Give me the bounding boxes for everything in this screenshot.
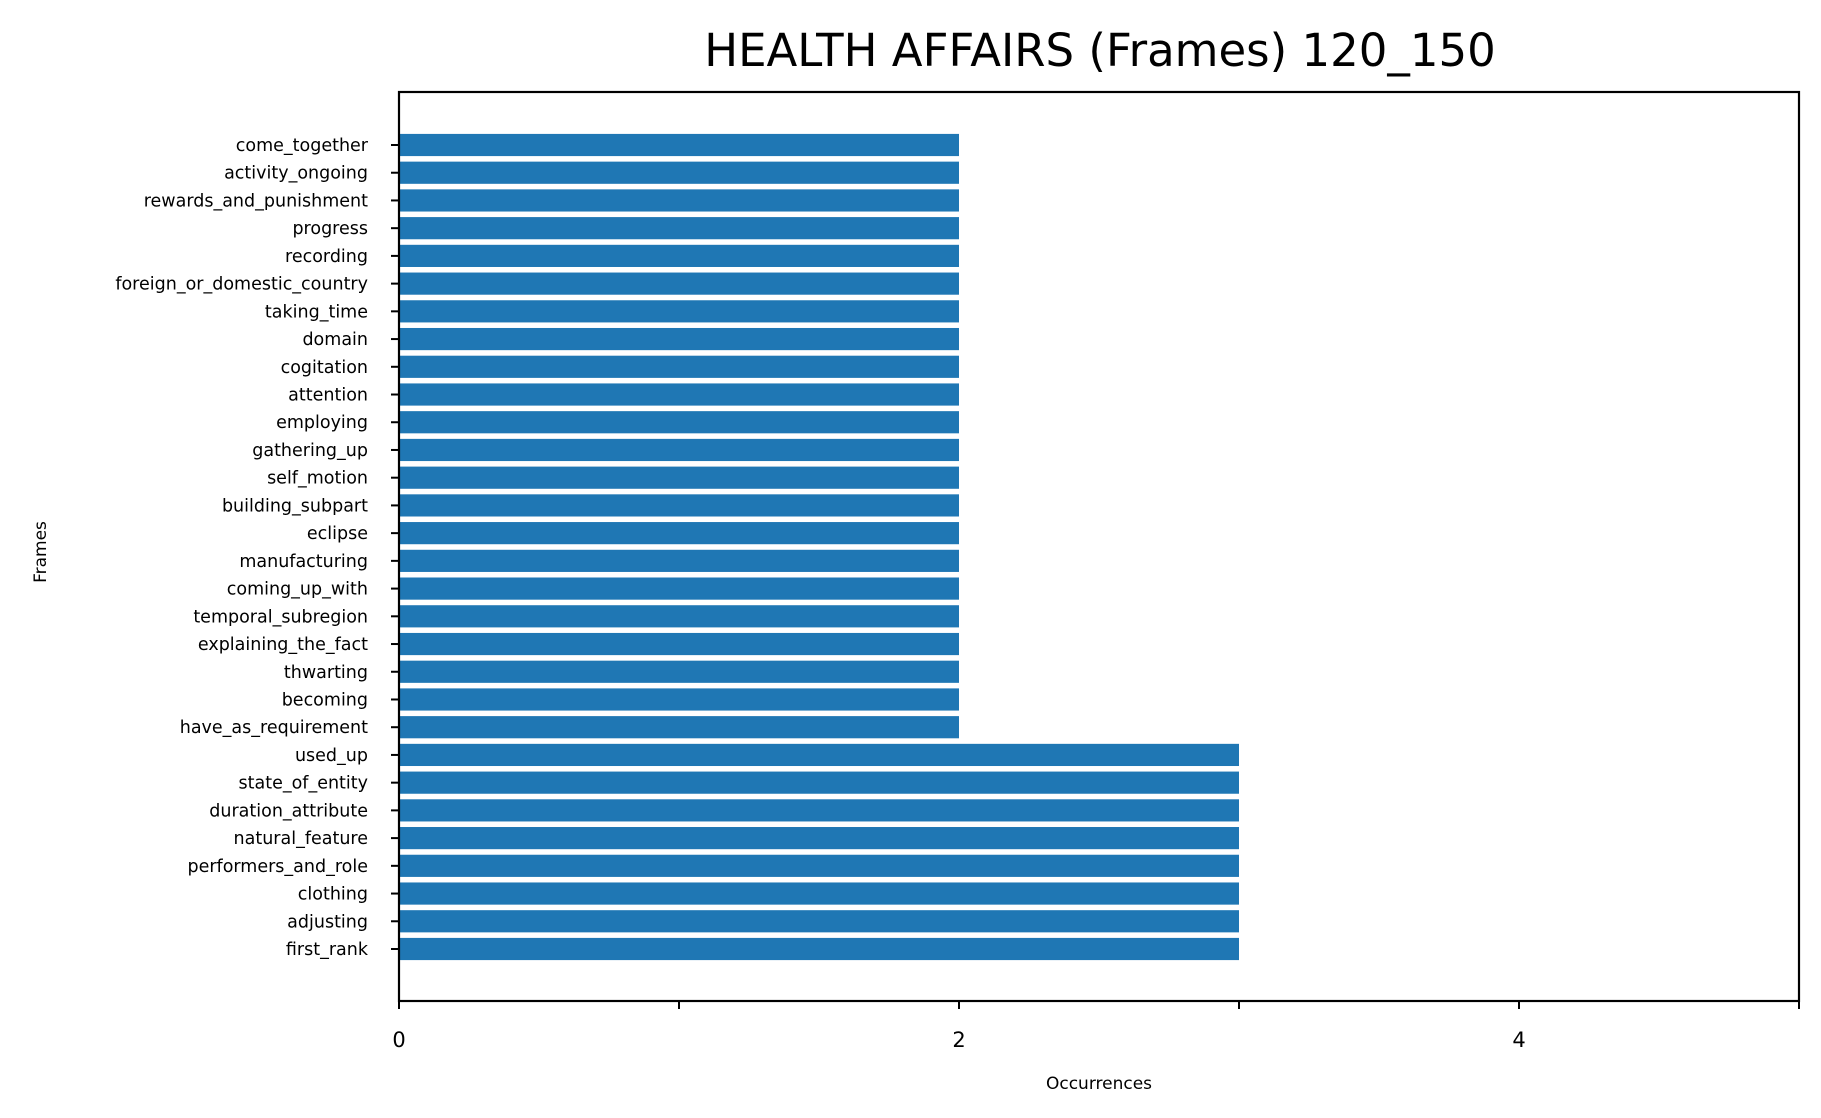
bar-coming_up_with [399, 577, 959, 600]
bar-recording [399, 244, 959, 267]
y-tick-label: manufacturing [239, 552, 368, 572]
x-axis-label: Occurrences [1046, 1074, 1152, 1094]
x-tick-label: 4 [1512, 1028, 1525, 1052]
y-tick-label: have_as_requirement [180, 718, 368, 738]
bar-activity_ongoing [399, 161, 959, 184]
y-tick-label: natural_feature [234, 829, 368, 849]
bar-self_motion [399, 466, 959, 489]
bar-natural_feature [399, 827, 1239, 850]
bar-thwarting [399, 660, 959, 683]
x-ticks-group: 0 2 4 [392, 1001, 1800, 1052]
bar-domain [399, 327, 959, 351]
y-tick-label: domain [302, 330, 368, 350]
y-tick-label: performers_and_role [187, 857, 368, 877]
y-tick-label: used_up [295, 746, 368, 766]
bar-gathering_up [399, 438, 959, 462]
y-tick-label: employing [276, 413, 368, 433]
bar-eclipse [399, 522, 959, 545]
bar-state_of_entity [399, 771, 1239, 794]
y-tick-label: self_motion [267, 469, 368, 489]
y-tick-label: coming_up_with [227, 580, 368, 600]
y-tick-label: come_together [236, 136, 369, 156]
y-ticks-group: come_together activity_ongoing rewards_and… [115, 136, 399, 960]
bar-taking_time [399, 300, 959, 323]
bar-manufacturing [399, 549, 959, 572]
bar-have_as_requirement [399, 716, 959, 739]
bar-used_up [399, 743, 1239, 767]
y-tick-label: duration_attribute [209, 801, 368, 821]
bar-becoming [399, 688, 959, 711]
bar-cogitation [399, 355, 959, 378]
bar-first_rank [399, 937, 1239, 961]
y-tick-label: progress [292, 219, 368, 239]
y-tick-label: becoming [282, 690, 368, 710]
y-tick-label: first_rank [286, 940, 369, 960]
x-tick-label: 0 [392, 1028, 405, 1052]
plot-frame [397, 90, 1801, 1003]
y-tick-label: rewards_and_punishment [144, 191, 368, 211]
y-tick-label: eclipse [307, 524, 368, 544]
y-tick-label: activity_ongoing [224, 164, 368, 184]
y-tick-label: taking_time [265, 302, 368, 322]
y-axis-label: Frames [31, 521, 51, 583]
y-tick-label: cogitation [281, 358, 368, 378]
y-tick-label: clothing [298, 885, 368, 905]
bar-explaining_the_fact [399, 632, 959, 656]
y-tick-label: recording [285, 247, 368, 267]
y-tick-label: building_subpart [222, 496, 368, 516]
y-tick-label: state_of_entity [239, 774, 369, 794]
y-tick-label: temporal_subregion [193, 607, 368, 627]
bar-come_together [399, 133, 959, 157]
bar-attention [399, 383, 959, 406]
y-tick-label: gathering_up [252, 441, 368, 461]
y-tick-label: thwarting [284, 663, 368, 683]
bar-employing [399, 411, 959, 434]
bar-performers_and_role [399, 854, 1239, 877]
bar-clothing [399, 882, 1239, 905]
bar-rewards_and_punishment [399, 189, 959, 212]
y-tick-label: adjusting [287, 912, 368, 932]
bar-foreign_or_domestic_country [399, 272, 959, 295]
bar-temporal_subregion [399, 605, 959, 628]
bar-progress [399, 217, 959, 240]
y-tick-label: foreign_or_domestic_country [115, 275, 368, 295]
bar-duration_attribute [399, 799, 1239, 822]
bar-adjusting [399, 910, 1239, 933]
y-tick-label: attention [288, 386, 368, 406]
bar-building_subpart [399, 494, 959, 517]
bars-group [399, 133, 1239, 961]
x-tick-label: 2 [952, 1028, 965, 1052]
y-tick-label: explaining_the_fact [198, 635, 368, 655]
chart-title: HEALTH AFFAIRS (Frames) 120_150 [704, 24, 1496, 77]
